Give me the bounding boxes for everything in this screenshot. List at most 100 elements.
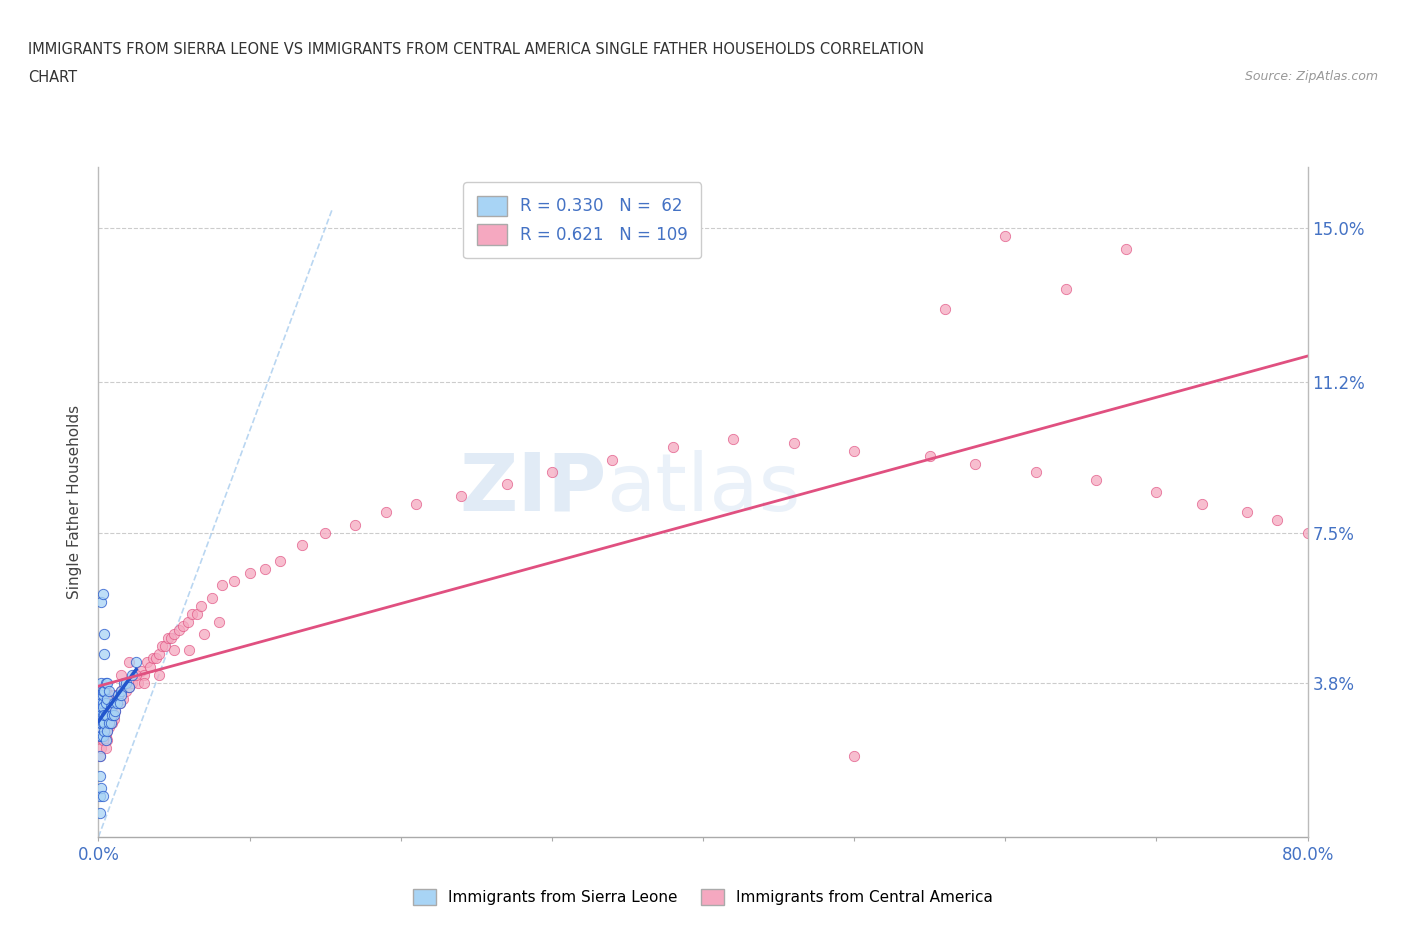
Text: Source: ZipAtlas.com: Source: ZipAtlas.com	[1244, 70, 1378, 83]
Point	[104, 704, 127, 719]
Point	[91, 732, 114, 747]
Point	[844, 444, 866, 458]
Point	[91, 716, 114, 731]
Point	[150, 639, 173, 654]
Point	[89, 728, 111, 743]
Point	[253, 562, 276, 577]
Point	[93, 724, 115, 739]
Point	[160, 631, 183, 645]
Point	[918, 448, 941, 463]
Point	[110, 667, 132, 682]
Point	[89, 699, 111, 714]
Point	[405, 497, 427, 512]
Point	[1085, 472, 1108, 487]
Point	[132, 667, 155, 682]
Point	[90, 720, 112, 735]
Point	[125, 667, 148, 682]
Point	[118, 680, 141, 695]
Point	[112, 680, 135, 695]
Point	[90, 708, 112, 723]
Point	[94, 732, 117, 747]
Point	[90, 696, 112, 711]
Point	[110, 684, 132, 698]
Point	[118, 655, 141, 670]
Point	[994, 229, 1017, 244]
Point	[94, 684, 117, 698]
Point	[186, 606, 208, 621]
Point	[118, 680, 141, 695]
Point	[1144, 485, 1167, 499]
Point	[91, 699, 114, 714]
Point	[107, 687, 129, 702]
Point	[179, 643, 201, 658]
Point	[172, 618, 194, 633]
Point	[101, 708, 124, 723]
Point	[93, 627, 115, 642]
Point	[93, 728, 115, 743]
Point	[89, 716, 111, 731]
Point	[89, 789, 111, 804]
Point	[94, 708, 117, 723]
Point	[93, 708, 115, 723]
Point	[93, 716, 115, 731]
Point	[89, 720, 111, 735]
Point	[495, 476, 517, 491]
Point	[100, 699, 122, 714]
Point	[540, 464, 562, 479]
Point	[135, 655, 157, 670]
Point	[1054, 282, 1077, 297]
Point	[98, 716, 121, 731]
Point	[91, 696, 114, 711]
Point	[108, 696, 131, 711]
Text: ZIP: ZIP	[458, 450, 606, 528]
Point	[107, 687, 129, 702]
Point	[91, 728, 114, 743]
Point	[105, 696, 128, 711]
Point	[723, 432, 745, 446]
Point	[91, 586, 114, 601]
Point	[201, 591, 224, 605]
Point	[121, 667, 143, 682]
Point	[96, 696, 118, 711]
Point	[934, 302, 956, 317]
Point	[100, 716, 122, 731]
Point	[193, 627, 215, 642]
Point	[91, 687, 114, 702]
Point	[291, 538, 314, 552]
Point	[190, 598, 212, 613]
Point	[148, 667, 170, 682]
Y-axis label: Single Father Households: Single Father Households	[67, 405, 83, 599]
Point	[89, 805, 111, 820]
Point	[91, 716, 114, 731]
Point	[89, 728, 111, 743]
Point	[1236, 505, 1258, 520]
Point	[965, 457, 987, 472]
Point	[89, 769, 111, 784]
Point	[176, 615, 198, 630]
Point	[142, 651, 165, 666]
Point	[103, 687, 125, 702]
Point	[103, 711, 125, 726]
Point	[91, 732, 114, 747]
Point	[208, 615, 231, 630]
Point	[90, 716, 112, 731]
Point	[101, 699, 124, 714]
Point	[90, 728, 112, 743]
Point	[103, 692, 125, 707]
Point	[90, 781, 112, 796]
Point	[91, 699, 114, 714]
Point	[344, 517, 367, 532]
Point	[224, 574, 246, 589]
Point	[110, 687, 132, 702]
Point	[1024, 464, 1046, 479]
Point	[94, 740, 117, 755]
Point	[100, 699, 122, 714]
Point	[211, 578, 233, 592]
Point	[124, 667, 146, 682]
Text: CHART: CHART	[28, 70, 77, 85]
Point	[112, 675, 135, 690]
Point	[98, 720, 121, 735]
Point	[94, 696, 117, 711]
Point	[96, 724, 118, 739]
Point	[163, 643, 186, 658]
